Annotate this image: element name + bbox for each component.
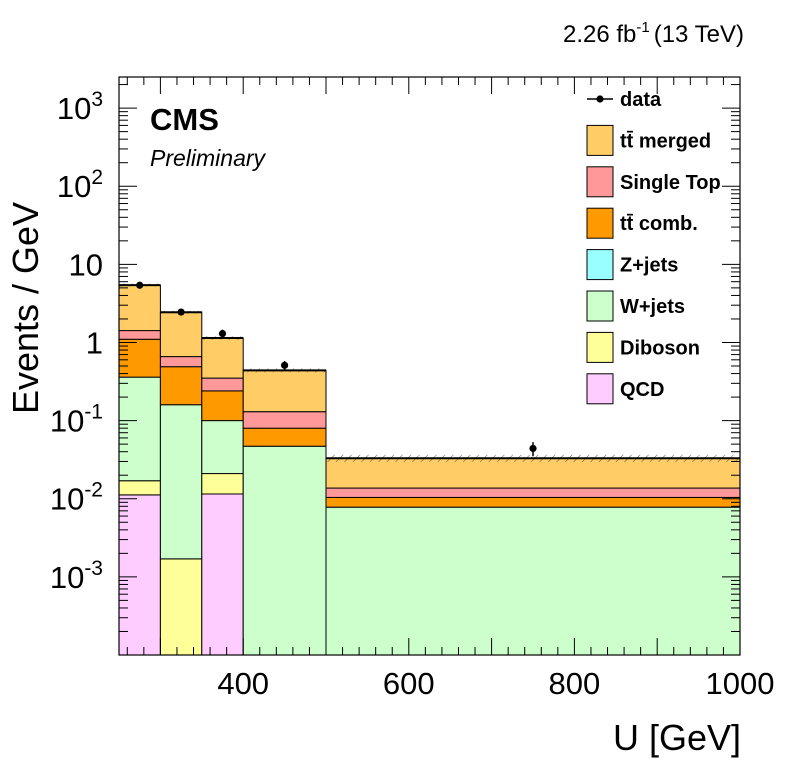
bar-qcd-bin-0 [118,494,161,656]
bar-w-jets-bin-2 [201,420,244,475]
bar-single-top-bin-3 [242,411,327,429]
legend-item-tt-merged: tt̄ merged [586,124,711,156]
axis-ticks [119,77,741,656]
legend-swatch [586,166,614,198]
x-tick-label: 1000 [706,666,775,701]
legend-marker-dot [596,95,604,103]
bar-tt-merged-bin-3 [242,369,327,413]
cms-label: CMS [150,102,219,137]
legend-item-diboson: Diboson [586,331,700,363]
bar-diboson-bin-1 [159,558,203,656]
data-point [218,329,227,338]
bar-tt-merged-bin-4 [325,457,741,489]
legend-label: tt̄ merged [620,130,711,152]
y-tick-label: 10-1 [50,401,103,439]
y-tick-label: 103 [57,88,103,126]
legend-label: QCD [620,379,664,401]
x-tick-labels: 400 600 800 1000 [217,666,774,701]
legend-swatch [586,124,614,156]
preliminary-label: Preliminary [150,145,267,171]
bar-w-jets-bin-3 [242,445,327,656]
bar-tt-merged-bin-2 [201,337,244,379]
bar-w-jets-bin-1 [159,404,203,560]
bar-single-top-bin-2 [201,377,244,392]
x-tick-label: 400 [217,666,269,701]
legend-item-tt-comb: tt̄ comb. [586,207,698,239]
y-tick-label: 1 [86,325,103,360]
data-point [281,361,289,369]
legend-label: tt̄ comb. [620,213,698,235]
bar-single-top-bin-4 [325,487,741,498]
x-axis-title: U [GeV] [613,717,741,758]
legend-item-w-jets: W+jets [586,290,685,322]
legend-item-single-top: Single Top [586,166,721,198]
legend-swatch [586,331,614,363]
lumi-label: 2.26 fb-1 (13 TeV) [563,19,744,48]
legend-item-z-jets: Z+jets [586,249,678,281]
bar-qcd-bin-2 [201,493,244,656]
legend-item-data: data [587,89,662,111]
data-series [136,281,537,457]
data-point [529,444,537,453]
legend-swatch [586,207,614,239]
bar-tt-comb-bin-2 [201,390,244,422]
bar-tt-merged-bin-1 [159,311,203,358]
bar-diboson-bin-0 [118,480,161,496]
bar-diboson-bin-2 [201,473,244,495]
y-tick-label: 10-2 [50,479,103,517]
bar-tt-comb-bin-0 [118,338,161,378]
x-tick-label: 800 [549,666,601,701]
bar-tt-merged-bin-0 [118,284,161,332]
bar-single-top-bin-0 [118,330,161,340]
data-point [136,281,144,289]
data-point [177,308,185,316]
legend-label: Single Top [620,172,721,194]
y-tick-label: 102 [57,166,103,204]
legend-label: W+jets [620,296,685,318]
bar-tt-comb-bin-3 [242,427,327,447]
legend-swatch [586,373,614,405]
y-tick-labels: 10-3 10-2 10-1 1 10 102 103 [50,88,103,595]
y-tick-label: 10 [69,247,103,282]
x-tick-label: 600 [383,666,435,701]
bar-single-top-bin-1 [159,356,203,368]
y-axis-title: Events / GeV [5,202,46,414]
legend-item-qcd: QCD [586,373,664,405]
stacked-histogram [118,284,741,656]
legend: data tt̄ merged Single Top tt̄ comb. Z+jets W… [586,89,721,405]
bar-tt-comb-bin-4 [325,496,741,508]
legend-label: data [620,89,662,111]
legend-label: Diboson [620,337,700,359]
bar-w-jets-bin-0 [118,376,161,482]
bar-tt-comb-bin-1 [159,366,203,406]
legend-label: Z+jets [620,255,678,277]
y-tick-label: 10-3 [50,557,103,595]
bar-w-jets-bin-4 [325,506,741,656]
legend-swatch [586,249,614,281]
legend-swatch [586,290,614,322]
